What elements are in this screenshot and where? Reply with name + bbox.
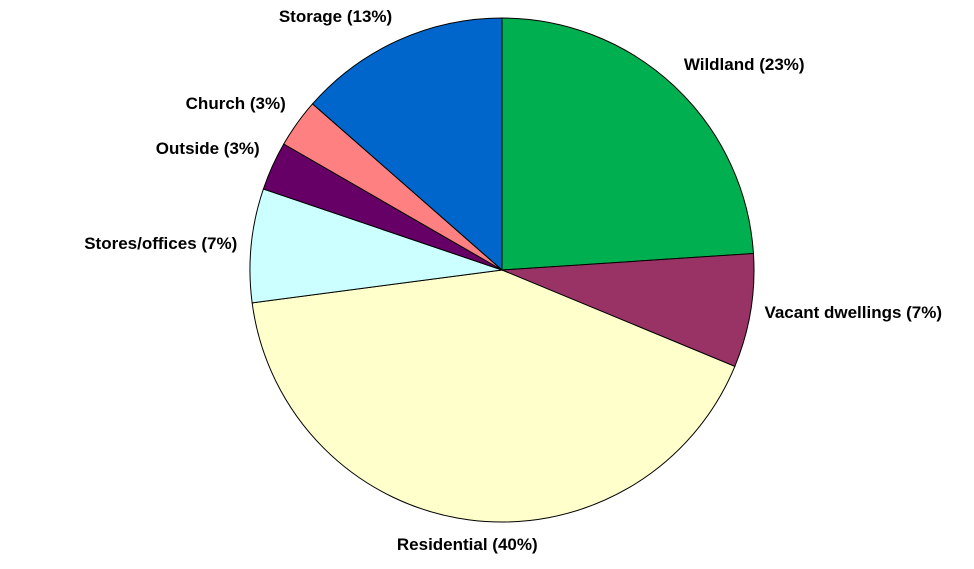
pie-slice	[311, 17, 503, 272]
slice-label: Stores/offices (7%)	[84, 233, 238, 253]
slice-label: Church (3%)	[185, 94, 286, 114]
pie-slice	[251, 269, 736, 523]
pie-slice	[249, 188, 503, 304]
slice-label: Storage (13%)	[278, 6, 393, 26]
slice-label: Outside (3%)	[155, 139, 260, 159]
slice-label: Vacant dwellings (7%)	[764, 303, 943, 323]
slice-label: Wildland (23%)	[683, 54, 805, 74]
slice-label: Residential (40%)	[396, 534, 538, 554]
pie-slice	[501, 17, 754, 271]
pie-slice	[501, 252, 755, 368]
